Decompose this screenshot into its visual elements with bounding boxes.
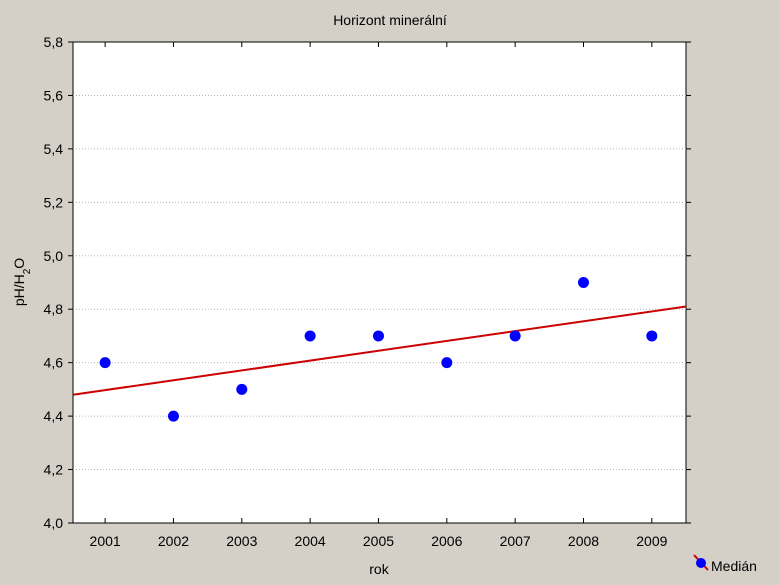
data-point [577, 277, 589, 288]
x-tick-label: 2007 [500, 533, 531, 549]
x-tick-label: 2008 [568, 533, 599, 549]
x-tick-label: 2009 [636, 533, 667, 549]
y-tick-label: 5,8 [44, 34, 64, 50]
x-axis-title: rok [369, 561, 389, 577]
y-tick-label: 5,0 [44, 248, 64, 264]
legend-label: Medián [711, 558, 757, 574]
y-tick-label: 5,6 [44, 87, 64, 103]
data-point [509, 330, 521, 342]
y-tick-label: 4,4 [44, 408, 64, 424]
data-point [99, 357, 111, 369]
x-tick-label: 2003 [226, 533, 257, 549]
x-tick-label: 2006 [431, 533, 462, 549]
y-axis: 4,0 4,2 4,4 4,6 4,8 5,0 5,2 5,4 5,6 5,8 [44, 34, 691, 531]
y-axis-title: pH/H2O [11, 258, 33, 306]
y-tick-label: 5,4 [44, 141, 64, 157]
x-tick-label: 2005 [363, 533, 394, 549]
x-tick-label: 2001 [90, 533, 121, 549]
chart-title: Horizont minerální [333, 12, 447, 28]
legend: Medián [693, 554, 757, 574]
data-point [646, 330, 658, 342]
data-point [236, 383, 248, 395]
trend-line-group [72, 305, 687, 396]
data-point [304, 330, 316, 342]
data-point [441, 357, 453, 369]
trend-line [72, 305, 687, 396]
data-points [99, 277, 658, 422]
legend-marker-icon [696, 558, 706, 568]
x-tick-label: 2004 [295, 533, 326, 549]
x-axis: 2001 2002 2003 2004 2005 2006 2007 2008 2009 [90, 42, 668, 549]
data-point [167, 410, 179, 422]
y-tick-label: 4,0 [44, 515, 64, 531]
x-tick-label: 2002 [158, 533, 189, 549]
data-point [372, 330, 384, 342]
plot-area [72, 41, 687, 524]
y-tick-label: 4,2 [44, 462, 64, 478]
y-tick-label: 4,8 [44, 301, 64, 317]
y-tick-label: 5,2 [44, 194, 64, 210]
y-tick-label: 4,6 [44, 355, 64, 371]
